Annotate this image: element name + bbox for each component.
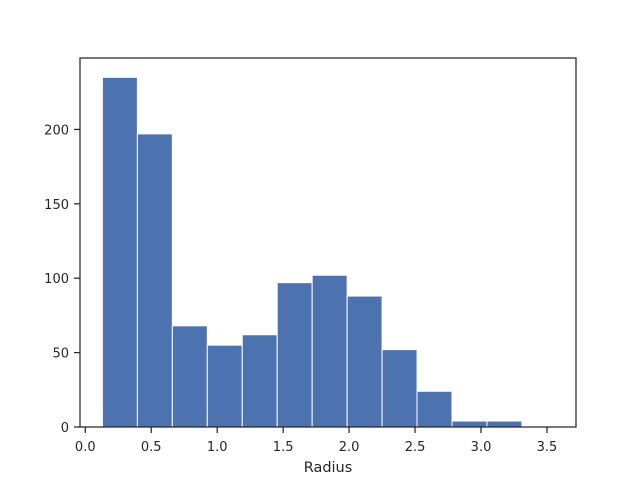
x-axis-ticks: 0.0 0.5 1.0 1.5 2.0 2.5 3.0 3.5 (75, 427, 557, 455)
y-tick-label: 0 (61, 421, 69, 436)
histogram-bar (451, 420, 488, 428)
plot-frame (79, 57, 577, 428)
x-tick-label: 3.5 (537, 440, 558, 455)
histogram-bar (276, 282, 313, 428)
histogram-bar (171, 325, 208, 428)
histogram-bar (311, 274, 348, 428)
x-tick-label: 1.0 (207, 440, 228, 455)
histogram-bar (486, 420, 523, 428)
x-tick-label: 2.5 (405, 440, 426, 455)
histogram-bar (381, 349, 418, 428)
y-tick-label: 200 (44, 123, 69, 138)
y-tick-label: 100 (44, 272, 69, 287)
x-tick-label: 1.5 (273, 440, 294, 455)
x-tick-label: 3.0 (471, 440, 492, 455)
x-tick-label: 0.5 (141, 440, 162, 455)
y-tick-label: 150 (44, 198, 69, 213)
y-tick-label: 50 (52, 347, 69, 362)
histogram-bar (101, 76, 138, 428)
y-axis-ticks: 0 50 100 150 200 (44, 123, 80, 436)
histogram-bar (241, 334, 278, 428)
histogram-bar (416, 390, 453, 428)
x-tick-label: 2.0 (339, 440, 360, 455)
histogram-bar (346, 295, 383, 428)
x-tick-label: 0.0 (75, 440, 96, 455)
histogram-bars (101, 76, 523, 428)
histogram-bar (136, 133, 173, 428)
histogram-bar (206, 344, 243, 428)
x-axis-label: Radius (304, 460, 353, 476)
